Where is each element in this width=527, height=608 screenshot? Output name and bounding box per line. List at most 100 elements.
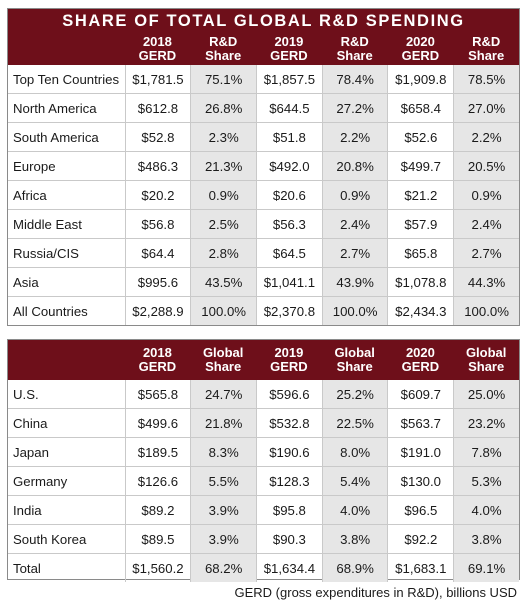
row-label: Russia/CIS [13,245,79,261]
row-label: South Korea [13,531,87,547]
share-cell: 68.9% [321,554,388,582]
table-row: North America $612.8 26.8% $644.5 27.2% $658.… [8,93,519,122]
row-label: Top Ten Countries [13,71,120,87]
gerd-cell: $2,434.3 [387,297,453,325]
gerd-cell: $92.2 [387,525,453,553]
gerd-cell: $2,288.9 [124,297,191,325]
row-label: Middle East [13,216,82,232]
column-header-line: R&D [340,34,369,49]
gerd-cell: $492.0 [256,152,322,180]
share-cell: 78.4% [321,65,388,93]
column-header: R&D Share [453,33,519,65]
column-header-line: R&D [472,34,501,49]
share-cell: 20.8% [321,152,388,180]
gerd-cell: $64.5 [256,239,322,267]
column-header: 2018 GERD [125,340,191,380]
gerd-cell: $1,909.8 [387,65,453,93]
column-header-line: 2019 [274,34,304,49]
gerd-cell: $1,634.4 [256,554,322,582]
gerd-cell: $499.6 [124,409,191,437]
share-cell: 78.5% [453,65,519,93]
share-cell: 75.1% [190,65,257,93]
share-cell: 44.3% [453,268,519,296]
gerd-cell: $1,683.1 [387,554,453,582]
column-header-line: Share [468,48,505,63]
gerd-cell: $56.8 [124,210,191,238]
column-header-line: Share [468,359,505,374]
country-spending-table: 2018 GERD Global Share 2019 GERD Global Share 20… [7,339,520,582]
table-row: India $89.2 3.9% $95.8 4.0% $96.5 4.0% [8,495,519,524]
share-cell: 8.0% [321,438,388,466]
row-label: China [13,415,48,431]
table-row: Russia/CIS $64.4 2.8% $64.5 2.7% $65.8 2.7% [8,238,519,267]
column-header-line: GERD [138,359,177,374]
table-row: South Korea $89.5 3.9% $90.3 3.8% $92.2 3.8% [8,524,519,553]
gerd-cell: $128.3 [256,467,322,495]
share-cell: 7.8% [453,438,519,466]
regional-spending-table: SHARE OF TOTAL GLOBAL R&D SPENDING 2018 G… [7,8,520,326]
column-header-line: 2020 [405,345,435,360]
row-label: Africa [13,187,47,203]
footnote: GERD (gross expenditures in R&D), billio… [234,585,517,600]
gerd-cell: $190.6 [256,438,322,466]
share-cell: 2.7% [321,239,388,267]
table-row: Japan $189.5 8.3% $190.6 8.0% $191.0 7.8% [8,437,519,466]
share-cell: 5.3% [453,467,519,495]
table-row: Europe $486.3 21.3% $492.0 20.8% $499.7 20.5% [8,151,519,180]
share-cell: 3.9% [190,525,257,553]
gerd-cell: $89.5 [124,525,191,553]
share-cell: 5.4% [321,467,388,495]
share-cell: 2.4% [321,210,388,238]
column-header-line: Global [465,345,507,360]
share-cell: 68.2% [190,554,257,582]
share-cell: 0.9% [190,181,257,209]
share-cell: 2.7% [453,239,519,267]
row-label: Total [13,560,41,576]
row-label: Japan [13,444,49,460]
share-cell: 8.3% [190,438,257,466]
column-header-line: GERD [401,359,440,374]
share-cell: 2.8% [190,239,257,267]
share-cell: 25.0% [453,380,519,408]
share-cell: 43.9% [321,268,388,296]
column-header-line: GERD [138,48,177,63]
column-header: Global Share [322,340,388,380]
share-cell: 2.5% [190,210,257,238]
gerd-cell: $130.0 [387,467,453,495]
column-header-line: 2019 [274,345,304,360]
gerd-cell: $20.2 [124,181,191,209]
column-header: 2020 GERD [388,340,454,380]
share-cell: 2.4% [453,210,519,238]
row-label: Germany [13,473,68,489]
column-header-line: Global [334,345,375,360]
row-label: Asia [13,274,39,290]
table-row: South America $52.8 2.3% $51.8 2.2% $52.6 2.2% [8,122,519,151]
gerd-cell: $596.6 [256,380,322,408]
gerd-cell: $57.9 [387,210,453,238]
column-header: Global Share [453,340,519,380]
column-header: R&D Share [322,33,388,65]
share-cell: 20.5% [453,152,519,180]
gerd-cell: $2,370.8 [256,297,322,325]
column-header-line: GERD [270,359,308,374]
share-cell: 43.5% [190,268,257,296]
table-row: Middle East $56.8 2.5% $56.3 2.4% $57.9 2.4% [8,209,519,238]
gerd-cell: $1,781.5 [124,65,191,93]
column-header: 2019 GERD [256,33,322,65]
column-header-line: Global [202,345,244,360]
share-cell: 27.0% [453,94,519,122]
table-row: Total $1,560.2 68.2% $1,634.4 68.9% $1,683.1 6… [8,553,519,582]
column-header-line: GERD [270,48,308,63]
gerd-cell: $89.2 [124,496,191,524]
row-label: U.S. [13,386,39,402]
gerd-cell: $1,041.1 [256,268,322,296]
table-row: Top Ten Countries $1,781.5 75.1% $1,857.5 78… [8,65,519,93]
column-header-line: Share [205,48,242,63]
gerd-cell: $499.7 [387,152,453,180]
share-cell: 4.0% [321,496,388,524]
share-cell: 25.2% [321,380,388,408]
row-label: South America [13,129,99,145]
gerd-cell: $90.3 [256,525,322,553]
row-label: Europe [13,158,56,174]
gerd-cell: $65.8 [387,239,453,267]
